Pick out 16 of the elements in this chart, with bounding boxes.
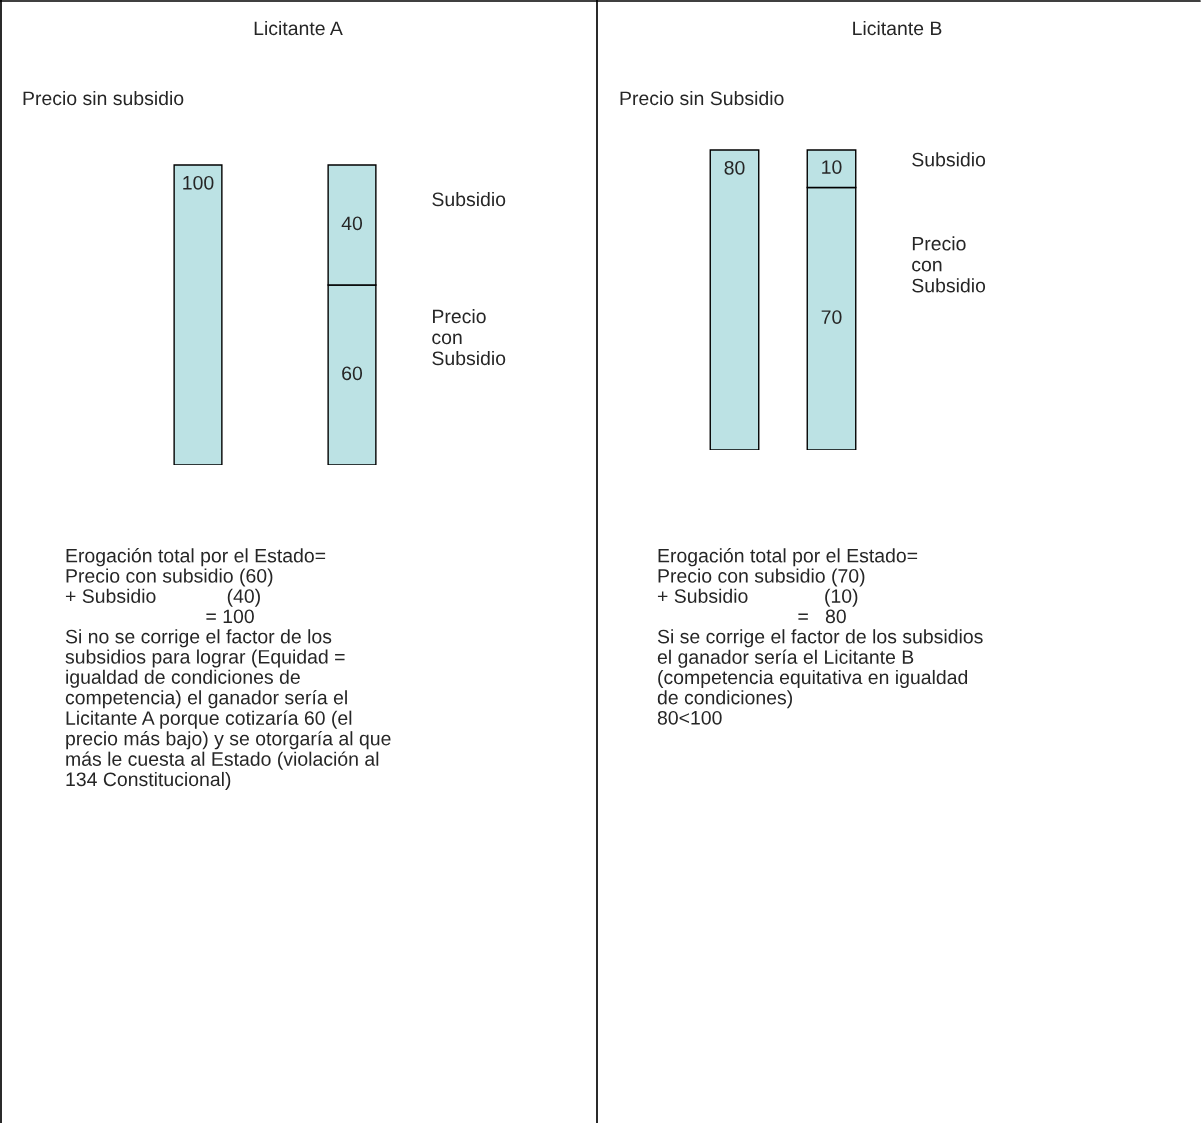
data-label: 100 [183, 175, 214, 190]
chart-subtitle: Precio sin Subsidio [620, 90, 784, 106]
text: Precio con Subsidio [432, 308, 506, 366]
text: Subsidio [432, 191, 506, 207]
text: Erogación total por el Estado= Precio con subsidio (60) + Subsidio (40) = 100 Si no se corrige el factor de los subsidios para lograr (Equidad = igualdad de condiciones de competencia) el ganador sería el Licitante A porque cotizaría 60 (el precio más bajo) y se otorgaría al que más le cuesta al Estado (violación al 134 Constitucional) [65, 548, 391, 791]
chart-subtitle: Precio sin subsidio [23, 90, 184, 106]
text: Precio con Subsidio [912, 236, 986, 293]
data-label: 70 [821, 310, 842, 324]
chart-title: Licitante B [853, 20, 942, 36]
text: Subsidio [912, 152, 986, 167]
data-label: 40 [341, 216, 363, 231]
data-label: 60 [342, 366, 363, 381]
chart-title: Licitante A [254, 20, 343, 36]
text: Erogación total por el Estado= Precio con subsidio (70) + Subsidio (10) = 80 Si se corrige el factor de los subsidios el ganador sería el Licitante B (competencia equitativa en igualdad de condiciones) 80<100 [657, 548, 983, 725]
data-label: 80 [724, 160, 745, 175]
data-label: 10 [822, 160, 842, 174]
